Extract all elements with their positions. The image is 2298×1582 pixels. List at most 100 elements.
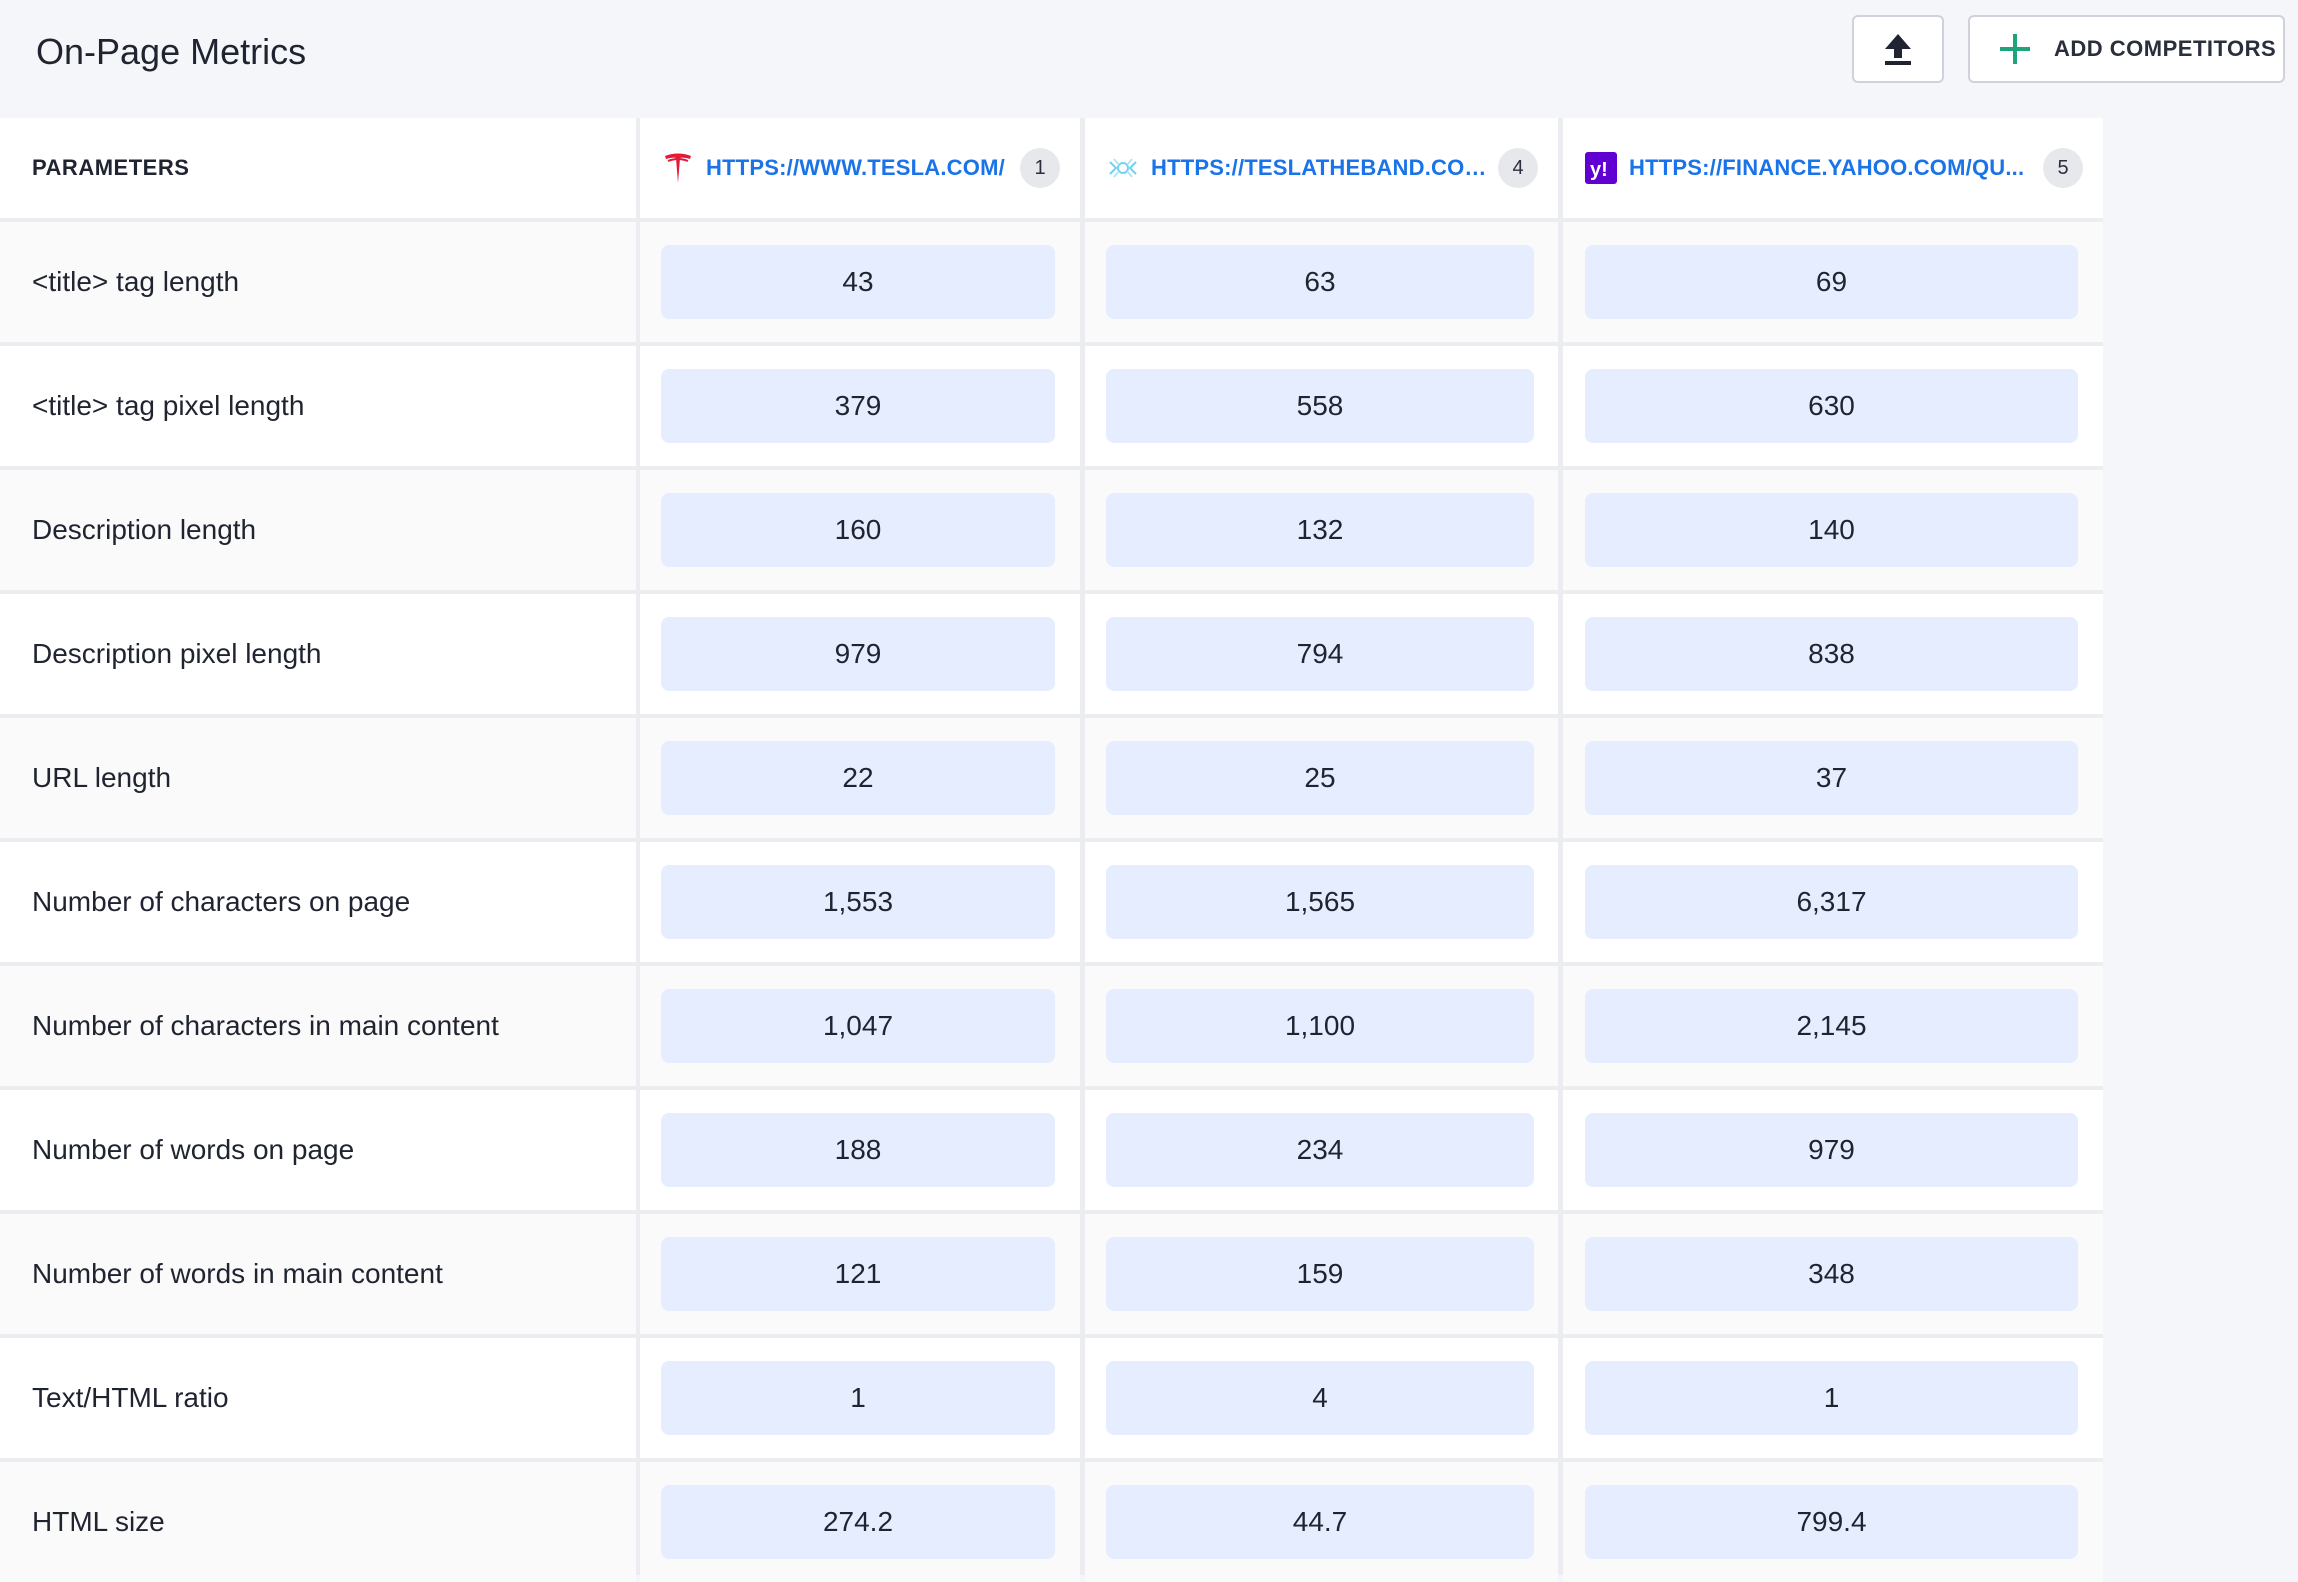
table-cell: 37	[1563, 718, 2103, 838]
table-row-label: Description length	[0, 470, 636, 590]
metric-value: 1,565	[1106, 865, 1534, 939]
upload-icon	[1885, 34, 1911, 65]
table-cell: 1	[640, 1338, 1080, 1458]
table-cell: 274.2	[640, 1462, 1080, 1582]
table-cell: 132	[1085, 470, 1558, 590]
metric-value: 25	[1106, 741, 1534, 815]
table-cell: 1,100	[1085, 966, 1558, 1086]
table-cell: 1,047	[640, 966, 1080, 1086]
metric-value: 37	[1585, 741, 2078, 815]
table-cell: 234	[1085, 1090, 1558, 1210]
site-url-link[interactable]: HTTPS://WWW.TESLA.COM/	[706, 155, 1005, 180]
metric-value: 132	[1106, 493, 1534, 567]
metric-value: 1	[1585, 1361, 2078, 1435]
metric-value: 348	[1585, 1237, 2078, 1311]
table-cell: 140	[1563, 470, 2103, 590]
table-cell: 44.7	[1085, 1462, 1558, 1582]
export-button[interactable]	[1852, 15, 1944, 83]
page-header: On-Page Metrics ADD COMPETITORS	[0, 0, 2298, 110]
metric-value: 69	[1585, 245, 2078, 319]
metric-value: 159	[1106, 1237, 1534, 1311]
add-competitors-button[interactable]: ADD COMPETITORS	[1968, 15, 2285, 83]
metric-value: 1,553	[661, 865, 1055, 939]
metric-value: 44.7	[1106, 1485, 1534, 1559]
table-cell: 558	[1085, 346, 1558, 466]
table-cell: 121	[640, 1214, 1080, 1334]
table-cell: 1,553	[640, 842, 1080, 962]
table-cell: 6,317	[1563, 842, 2103, 962]
table-cell: 43	[640, 222, 1080, 342]
table-row-label: Text/HTML ratio	[0, 1338, 636, 1458]
site-header: HTTPS://TESLATHEBAND.COM/ 4	[1085, 118, 1558, 218]
metric-value: 1	[661, 1361, 1055, 1435]
table-cell: 379	[640, 346, 1080, 466]
metric-value: 794	[1106, 617, 1534, 691]
table-cell: 159	[1085, 1214, 1558, 1334]
metric-value: 979	[661, 617, 1055, 691]
metric-value: 1,047	[661, 989, 1055, 1063]
table-row-label: HTML size	[0, 1462, 636, 1582]
plus-icon	[2000, 34, 2030, 64]
metric-value: 838	[1585, 617, 2078, 691]
metrics-table: PARAMETERS <title> tag length <title> ta…	[0, 118, 2103, 1582]
tesla-logo-icon	[662, 152, 694, 184]
table-cell: 1	[1563, 1338, 2103, 1458]
table-cell: 69	[1563, 222, 2103, 342]
table-cell: 22	[640, 718, 1080, 838]
table-cell: 160	[640, 470, 1080, 590]
rank-badge: 1	[1020, 148, 1060, 188]
site-column-tesla: HTTPS://WWW.TESLA.COM/ 1 43 379 160 979 …	[640, 118, 1080, 1582]
metric-value: 63	[1106, 245, 1534, 319]
site-url-link[interactable]: HTTPS://FINANCE.YAHOO.COM/QU...	[1629, 155, 2025, 180]
metric-value: 979	[1585, 1113, 2078, 1187]
table-cell: 188	[640, 1090, 1080, 1210]
table-cell: 979	[640, 594, 1080, 714]
table-cell: 4	[1085, 1338, 1558, 1458]
metric-value: 6,317	[1585, 865, 2078, 939]
table-row-label: Number of characters in main content	[0, 966, 636, 1086]
table-row-label: <title> tag length	[0, 222, 636, 342]
page-title: On-Page Metrics	[36, 31, 307, 72]
table-row-label: Description pixel length	[0, 594, 636, 714]
table-row-label: Number of words on page	[0, 1090, 636, 1210]
table-cell: 25	[1085, 718, 1558, 838]
metric-value: 274.2	[661, 1485, 1055, 1559]
table-cell: 2,145	[1563, 966, 2103, 1086]
parameters-column: PARAMETERS <title> tag length <title> ta…	[0, 118, 636, 1582]
table-cell: 838	[1563, 594, 2103, 714]
table-cell: 979	[1563, 1090, 2103, 1210]
yahoo-logo-icon: y!	[1585, 152, 1617, 184]
metric-value: 379	[661, 369, 1055, 443]
site-column-teslatheband: HTTPS://TESLATHEBAND.COM/ 4 63 558 132 7…	[1085, 118, 1558, 1582]
rank-badge: 5	[2043, 148, 2083, 188]
site-column-yahoo: y! HTTPS://FINANCE.YAHOO.COM/QU... 5 69 …	[1563, 118, 2103, 1582]
parameters-header: PARAMETERS	[0, 118, 636, 218]
table-row-label: Number of words in main content	[0, 1214, 636, 1334]
table-cell: 348	[1563, 1214, 2103, 1334]
metric-value: 2,145	[1585, 989, 2078, 1063]
metric-value: 799.4	[1585, 1485, 2078, 1559]
teslatheband-logo-icon	[1107, 152, 1139, 184]
metric-value: 558	[1106, 369, 1534, 443]
table-row-label: Number of characters on page	[0, 842, 636, 962]
metric-value: 4	[1106, 1361, 1534, 1435]
parameters-header-label: PARAMETERS	[32, 155, 190, 180]
table-cell: 63	[1085, 222, 1558, 342]
site-header: y! HTTPS://FINANCE.YAHOO.COM/QU... 5	[1563, 118, 2103, 218]
metric-value: 1,100	[1106, 989, 1534, 1063]
table-row-label: URL length	[0, 718, 636, 838]
table-row-label: <title> tag pixel length	[0, 346, 636, 466]
metric-value: 630	[1585, 369, 2078, 443]
table-cell: 630	[1563, 346, 2103, 466]
rank-badge: 4	[1498, 148, 1538, 188]
metric-value: 234	[1106, 1113, 1534, 1187]
metric-value: 43	[661, 245, 1055, 319]
table-cell: 799.4	[1563, 1462, 2103, 1582]
table-cell: 1,565	[1085, 842, 1558, 962]
site-header: HTTPS://WWW.TESLA.COM/ 1	[640, 118, 1080, 218]
metric-value: 22	[661, 741, 1055, 815]
table-cell: 794	[1085, 594, 1558, 714]
metric-value: 121	[661, 1237, 1055, 1311]
metric-value: 188	[661, 1113, 1055, 1187]
site-url-link[interactable]: HTTPS://TESLATHEBAND.COM/	[1151, 155, 1488, 180]
